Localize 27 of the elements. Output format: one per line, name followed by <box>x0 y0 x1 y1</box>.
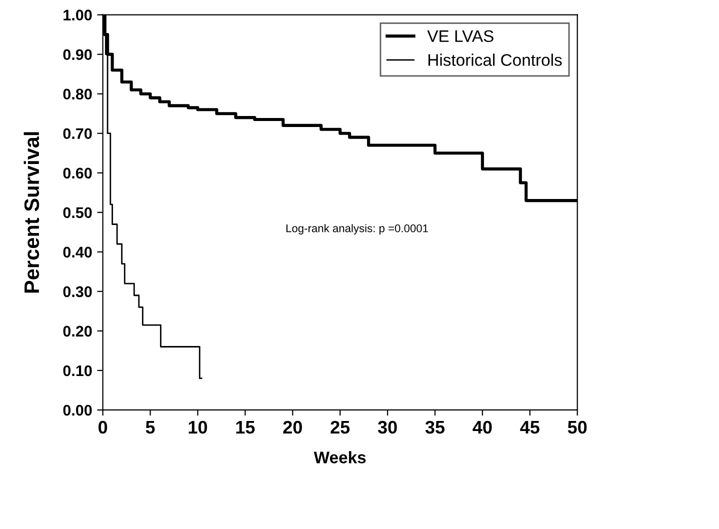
x-tick-label: 35 <box>425 420 445 434</box>
y-tick-label: 0.10 <box>63 365 92 376</box>
x-tick-label: 0 <box>98 420 108 434</box>
x-tick-label: 10 <box>188 420 208 434</box>
y-tick-label: 0.40 <box>63 246 92 258</box>
y-tick-label: 1.00 <box>64 10 92 20</box>
y-tick-label: 0.20 <box>63 326 92 337</box>
x-tick-label: 30 <box>378 420 397 434</box>
y-tick-label: 0.00 <box>63 404 92 416</box>
annotation: Log-rank analysis: p =0.0001 <box>286 224 428 234</box>
x-tick-label: 5 <box>146 421 155 434</box>
x-tick-label: 25 <box>330 420 350 434</box>
y-tick-label: 0.50 <box>63 207 92 218</box>
x-axis-title: Weeks <box>314 451 366 464</box>
y-axis-title: Percent Survival <box>24 132 40 293</box>
y-tick-label: 0.60 <box>63 168 92 179</box>
legend-label: Historical Controls <box>428 54 562 66</box>
x-tick-label: 45 <box>520 421 540 434</box>
y-tick-label: 0.70 <box>63 128 92 140</box>
x-tick-label: 40 <box>472 420 492 434</box>
y-tick-label: 0.80 <box>63 88 92 100</box>
legend-label: VE LVAS <box>427 30 494 42</box>
x-tick-label: 20 <box>283 420 302 434</box>
y-tick-label: 0.30 <box>63 286 92 298</box>
x-tick-label: 15 <box>236 421 255 434</box>
x-tick-label: 50 <box>568 420 587 434</box>
y-tick-label: 0.90 <box>63 49 92 60</box>
